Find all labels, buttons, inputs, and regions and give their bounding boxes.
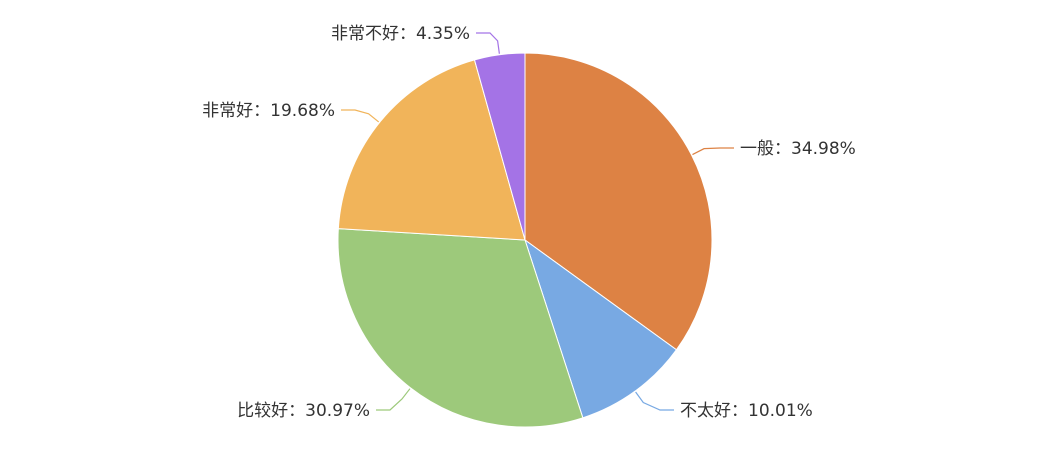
slice-label-3: 非常好：19.68% [202,101,335,121]
pie-slice-2 [337,228,584,428]
slice-labels: 一般：34.98% 不太好：10.01% 比较好：30.97% 非常好：19.68% 非… [202,24,856,421]
slice-label-2: 比较好：30.97% [237,401,370,421]
leader-line-1 [635,391,674,411]
leader-line-2 [376,388,411,411]
pie-slice-4 [473,52,526,241]
pie-slices [337,52,713,428]
pie-slice-1 [524,238,678,419]
leader-line-0 [692,147,734,156]
leader-line-4 [476,32,500,54]
slice-label-4: 非常不好：4.35% [331,24,470,44]
leader-line-3 [341,109,380,123]
pie-slice-0 [524,52,713,351]
leader-lines [341,32,734,411]
slice-label-0: 一般：34.98% [740,139,856,159]
slice-label-1: 不太好：10.01% [680,401,813,421]
pie-slice-3 [337,59,526,241]
